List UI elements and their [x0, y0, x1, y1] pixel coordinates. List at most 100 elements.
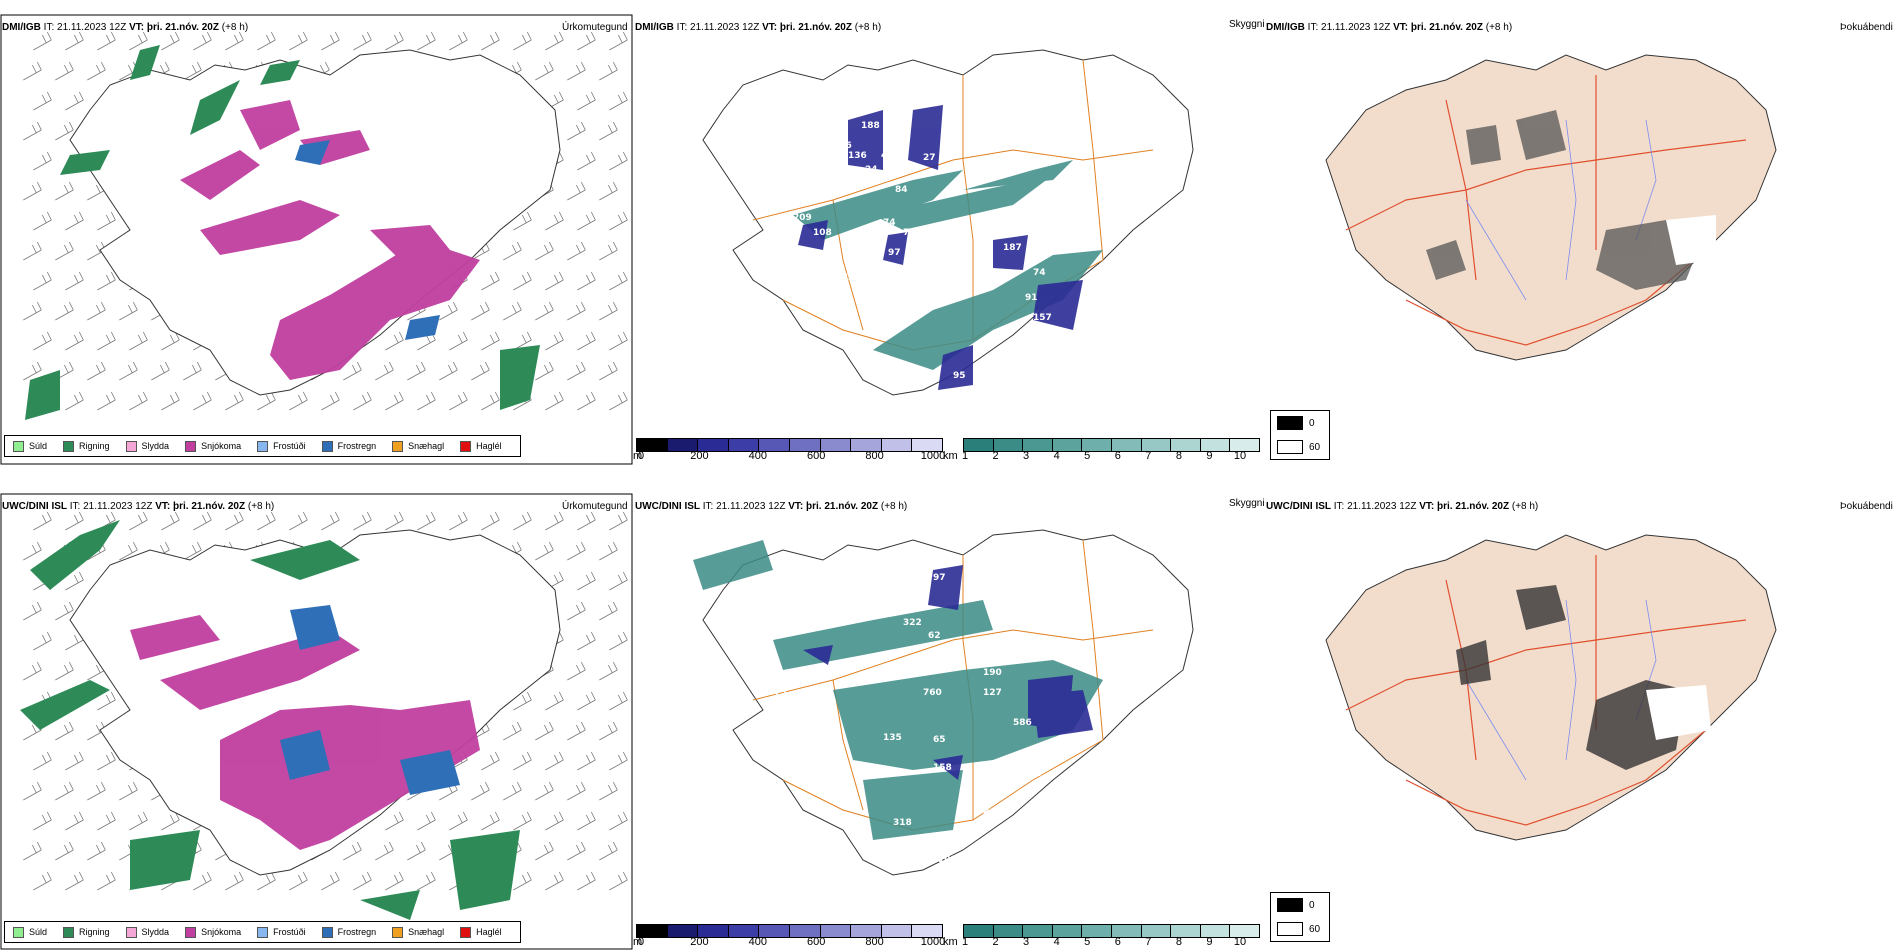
wind-barb: [609, 751, 628, 771]
wind-barb: [97, 751, 116, 771]
wind-barb: [503, 721, 522, 741]
wind-barb: [33, 751, 52, 771]
legend-label: Súld: [29, 441, 48, 451]
legend-item: Súld: [13, 926, 47, 938]
precip-panel-dmi: DMI/IGB IT: 21.11.2023 12Z VT: þri. 21.n…: [0, 0, 633, 465]
precip-map: [0, 493, 633, 950]
wind-barb: [577, 91, 596, 111]
wind-barb: [567, 781, 586, 801]
cloud-base-label: 240: [1083, 798, 1102, 808]
cloud-base-label: 984: [1053, 228, 1072, 238]
cloud-base-label: 322: [903, 618, 922, 628]
wind-barb: [567, 361, 586, 381]
colorbar-tick: 6: [1114, 936, 1121, 948]
colorbar-segment: [1230, 925, 1259, 937]
fog-legend-swatch: [1277, 898, 1303, 912]
fog-legend-label: 60: [1309, 441, 1321, 453]
wind-barb: [225, 391, 244, 411]
wind-barb: [417, 811, 436, 831]
wind-barb: [55, 241, 74, 261]
wind-barb: [567, 541, 586, 561]
precip-legend: Súld Rigning Slydda Snjókoma Frostúði Frostre…: [4, 435, 521, 457]
colorbar-tick: 3: [1023, 936, 1030, 948]
wind-barb: [513, 751, 532, 771]
fog-legend-swatch: [1277, 440, 1303, 454]
wind-barb: [23, 121, 42, 141]
wind-barb: [535, 841, 554, 861]
colorbar-segment: [912, 439, 942, 451]
cloud-base-label: 348: [1023, 769, 1042, 779]
cloud-base-label: 148: [923, 833, 942, 843]
legend-item: Frostúði: [257, 926, 306, 938]
wind-barb: [97, 811, 116, 831]
precip-legend: Súld Rigning Slydda Snjókoma Frostúði Frostre…: [4, 921, 521, 943]
wind-barb: [449, 391, 468, 411]
panel-header: UWC/DINI ISL IT: 21.11.2023 12Z VT: þri.…: [635, 501, 908, 512]
legend-label: Snjókoma: [201, 927, 242, 937]
cloud-base-label: 48: [973, 398, 986, 408]
wind-barb: [119, 361, 138, 381]
wind-barb: [119, 541, 138, 561]
wind-barb: [65, 751, 84, 771]
fog-panel-uwc: UWC/DINI ISL IT: 21.11.2023 12Z VT: þri.…: [1266, 480, 1900, 950]
legend-item: Frostúði: [257, 440, 306, 452]
wind-barb: [407, 841, 426, 861]
wind-barb: [23, 241, 42, 261]
colorbar-tick: 200: [690, 450, 709, 462]
cloud-base-label: 74: [933, 871, 946, 881]
colorbar-segment: [789, 439, 821, 451]
wind-barb: [97, 331, 116, 351]
cloud-base-label: 74: [1033, 268, 1046, 278]
wind-barb: [513, 511, 532, 531]
wind-barb: [577, 811, 596, 831]
colorbar-segment: [1141, 925, 1172, 937]
wind-barb: [55, 121, 74, 141]
wind-barb: [65, 871, 84, 891]
wind-barb: [449, 331, 468, 351]
wind-barb: [161, 391, 180, 411]
cloud-panel-dmi: DMI/IGB IT: 21.11.2023 12Z VT: þri. 21.n…: [633, 0, 1266, 465]
wind-barb: [609, 391, 628, 411]
wind-barb: [609, 271, 628, 291]
cloud-base-label: 586: [1013, 718, 1032, 728]
rivers: [1465, 119, 1657, 301]
wind-barb: [417, 31, 436, 51]
wind-barb: [375, 841, 394, 861]
wind-barb: [65, 211, 84, 231]
legend-label: Slydda: [141, 441, 170, 451]
cloud-base-label: 74: [883, 218, 896, 228]
cloud-base-label: 91: [1025, 293, 1038, 303]
wind-barb: [385, 331, 404, 351]
wind-barb: [183, 361, 202, 381]
wind-barb: [225, 31, 244, 51]
wind-barb: [599, 601, 618, 621]
wind-barb: [513, 211, 532, 231]
legend-label: Frostúði: [273, 927, 306, 937]
legend-swatch: [460, 926, 472, 938]
wind-barb: [65, 331, 84, 351]
legend-swatch: [125, 926, 137, 938]
wind-barb: [503, 241, 522, 261]
wind-barb: [23, 601, 42, 621]
colorbar-segment: [1200, 439, 1231, 451]
wind-barb: [161, 331, 180, 351]
colorbar-tick: 800: [865, 450, 884, 462]
cloud-map: 1887448241361868427962802091087497188142…: [702, 49, 1194, 408]
colorbar-tick: 4: [1053, 936, 1060, 948]
fog-white: [1666, 215, 1716, 265]
colorbar-tick: 1000: [920, 450, 946, 462]
fog-legend-item: 60: [1271, 917, 1329, 941]
colorbar-tick: 5: [1084, 936, 1091, 948]
cloud-base-label: 157: [1033, 313, 1052, 323]
fog-legend-label: 0: [1309, 417, 1315, 429]
precip-frostregn: [280, 605, 460, 795]
wind-barb: [55, 61, 74, 81]
colorbar-tick: 9: [1206, 450, 1213, 462]
fog-legend-item: 0: [1271, 411, 1329, 435]
wind-barb: [343, 841, 362, 861]
fog-map: [1325, 534, 1777, 841]
wind-barb: [289, 31, 308, 51]
fog-title: Þokuábendi: [1840, 22, 1893, 33]
colorbar-segment: [789, 925, 821, 937]
wind-barb: [385, 811, 404, 831]
